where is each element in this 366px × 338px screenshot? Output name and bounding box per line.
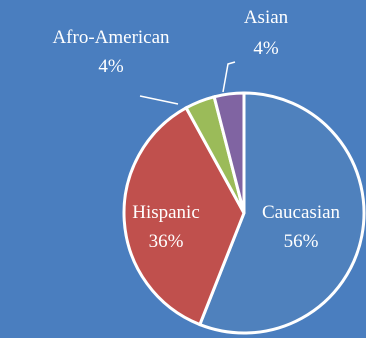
leader-line-afro-american — [139, 95, 179, 105]
pie-slice-caucasian — [197, 91, 366, 335]
label-caucasian-percent: 56% — [284, 231, 319, 252]
label-asian-percent: 4% — [253, 38, 279, 59]
pie-slices — [122, 91, 366, 335]
leader-lines — [139, 61, 236, 105]
pie-slice-hispanic — [122, 105, 246, 327]
leader-line-asian — [222, 61, 236, 93]
data-labels: Caucasian 56% Hispanic 36% Afro-American… — [52, 7, 340, 252]
label-afro-american-percent: 4% — [98, 56, 124, 77]
label-afro-american-name: Afro-American — [52, 27, 170, 48]
label-caucasian-name: Caucasian — [262, 202, 341, 223]
label-asian-name: Asian — [244, 7, 289, 28]
label-hispanic-percent: 36% — [149, 231, 184, 252]
label-hispanic-name: Hispanic — [132, 202, 200, 223]
pie-slice-asian — [212, 91, 246, 214]
